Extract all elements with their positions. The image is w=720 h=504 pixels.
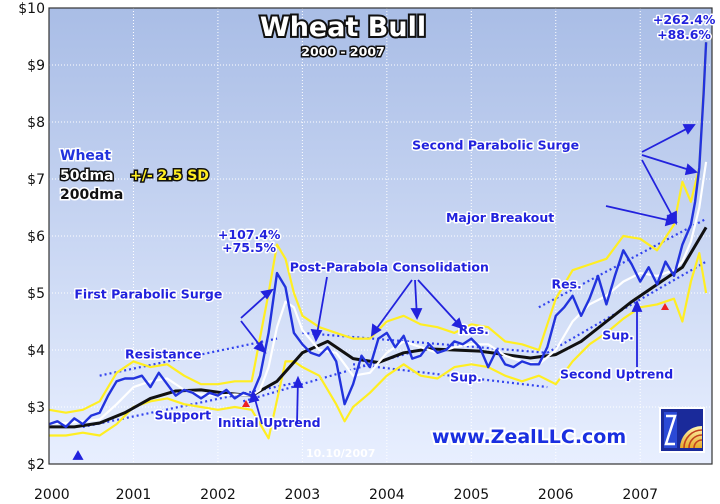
x-tick-label: 2001 [116, 487, 152, 503]
consolidation-arrows [310, 276, 464, 343]
y-tick-label: $10 [18, 1, 45, 17]
x-tick-label: 2000 [34, 487, 70, 503]
gain-label: +262.4% [653, 12, 716, 27]
date-stamp: 10.10/2007 [306, 447, 375, 460]
second-uptrend-arrow [631, 299, 643, 367]
x-tick-label: 2003 [285, 487, 321, 503]
y-tick-label: $2 [27, 457, 45, 473]
chart-title: Wheat Bull [260, 12, 426, 43]
annotation-label: Support [155, 408, 212, 423]
series-line-lower [49, 252, 708, 440]
trendline [538, 217, 707, 309]
annotation-label: Major Breakout [446, 210, 554, 225]
y-axis: $2 $3 $4 $5 $6 $7 $8 $9 $10 [18, 1, 45, 473]
y-tick-label: $7 [27, 172, 45, 188]
annotation-label: Second Parabolic Surge [412, 137, 579, 152]
x-tick-label: 2002 [200, 487, 236, 503]
gain-label: +107.4% [218, 227, 281, 242]
website-label: www.ZealLLC.com [432, 426, 626, 448]
zeal-logo [659, 407, 705, 453]
y-tick-label: $3 [27, 400, 45, 416]
annotation-label: Resistance [125, 347, 201, 362]
start-markers [72, 450, 84, 460]
plot-frame [48, 7, 713, 465]
chart-subtitle: 2000 - 2007 [301, 44, 384, 59]
annotation-label: First Parabolic Surge [74, 287, 222, 302]
annotation-arrows [72, 124, 698, 460]
first-surge-arrows [240, 288, 274, 354]
breakout-arrow [605, 205, 678, 227]
x-tick-label: 2007 [622, 487, 658, 503]
series-line-wheat [48, 42, 708, 429]
annotation-label: Sup. [602, 328, 634, 343]
annotation-label: Second Uptrend [560, 367, 673, 382]
y-tick-label: $6 [27, 229, 45, 245]
annotation-label: Initial Uptrend [218, 415, 321, 430]
gain-label: +88.6% [657, 27, 711, 42]
annotation-label: Post-Parabola Consolidation [290, 259, 489, 274]
y-tick-label: $4 [27, 343, 45, 359]
annotation-label: Sup. [450, 369, 482, 384]
annotation-label: Res. [459, 322, 489, 337]
series-line-dma50 [49, 161, 708, 425]
legend-sd-bands: +/- 2.5 SD [130, 168, 209, 184]
legend-50dma: 50dma [60, 168, 114, 184]
grid [49, 8, 712, 464]
annotation-label: Res. [552, 276, 582, 291]
y-tick-label: $9 [27, 58, 45, 74]
x-tick-label: 2006 [538, 487, 574, 503]
x-tick-label: 2005 [453, 487, 489, 503]
y-tick-label: $8 [27, 115, 45, 131]
x-axis: 2000 2001 2002 2003 2004 2005 2006 2007 [34, 487, 658, 503]
gain-labels: +107.4%+75.5% +262.4%+88.6% [216, 10, 717, 256]
legend-wheat: Wheat [60, 148, 111, 164]
trendline [99, 337, 278, 377]
annotations: First Parabolic Surge Resistance Support In… [73, 136, 675, 432]
legend-200dma: 200dma [60, 187, 123, 203]
gain-label: +75.5% [222, 240, 276, 255]
y-tick-label: $5 [27, 286, 45, 302]
legend: Wheat 50dma +/- 2.5 SD 200dma [59, 147, 211, 205]
low-markers [242, 303, 669, 407]
second-surge-arrows [641, 124, 698, 225]
initial-uptrend-arrows [248, 375, 304, 425]
x-tick-label: 2004 [369, 487, 405, 503]
